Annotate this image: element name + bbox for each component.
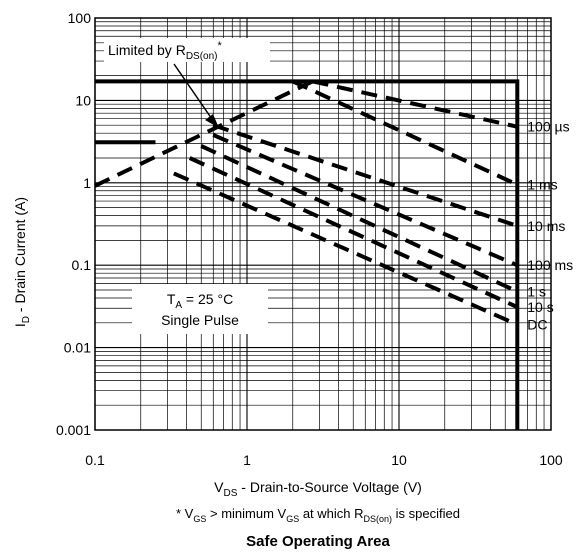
y-tick-label: 0.001 xyxy=(56,422,91,438)
series-line xyxy=(172,171,519,327)
series-line xyxy=(291,79,519,187)
single-pulse-label: Single Pulse xyxy=(161,312,239,328)
series-label: 100 ms xyxy=(527,257,573,273)
y-tick-label: 100 xyxy=(68,10,92,26)
series-line xyxy=(212,133,519,268)
y-tick-label: 0.1 xyxy=(72,257,92,273)
rds-annotation-arrow xyxy=(173,63,215,123)
rds-arrowhead xyxy=(205,114,219,128)
tick-labels: 0.1 1 10 100 100 10 1 0.1 0.01 0.001 xyxy=(56,10,563,468)
x-tick-label: 1 xyxy=(243,452,251,468)
y-tick-label: 1 xyxy=(83,175,91,191)
rds-annotation-box xyxy=(104,38,270,62)
curve-labels: 100 µs 1 ms 10 ms 100 ms 1 s10 s DC xyxy=(527,119,573,333)
series-label: DC xyxy=(527,317,547,333)
y-tick-label: 10 xyxy=(75,92,91,108)
series-line xyxy=(188,156,519,309)
series-label: 10 ms xyxy=(527,218,565,234)
x-axis-label: VDS - Drain-to-Source Voltage (V) xyxy=(214,479,422,499)
ta-annotation-box xyxy=(132,284,268,334)
x-tick-label: 100 xyxy=(539,452,563,468)
series-line xyxy=(312,79,518,129)
footnote: * VGS > minimum VGS at which RDS(on) is … xyxy=(176,506,460,524)
plot-frame xyxy=(94,17,552,431)
series-label: 1 s xyxy=(527,283,546,299)
series-label: 1 ms xyxy=(527,177,557,193)
series-label: 10 s xyxy=(527,299,553,315)
y-axis-label: ID - Drain Current (A) xyxy=(12,197,32,327)
series-label: 100 µs xyxy=(527,119,569,135)
curves xyxy=(94,79,520,430)
rds-on-limit-line xyxy=(94,79,314,188)
x-tick-label: 10 xyxy=(391,452,407,468)
x-tick-label: 0.1 xyxy=(85,452,105,468)
ta-annotation: TA = 25 °C xyxy=(167,291,233,311)
y-tick-label: 0.01 xyxy=(64,340,91,356)
series-line xyxy=(212,123,518,228)
rds-annotation: Limited by RDS(on)* xyxy=(108,40,223,62)
chart-title: Safe Operating Area xyxy=(246,533,390,550)
series-line xyxy=(200,144,519,294)
rating-limit-boundary xyxy=(95,79,520,430)
